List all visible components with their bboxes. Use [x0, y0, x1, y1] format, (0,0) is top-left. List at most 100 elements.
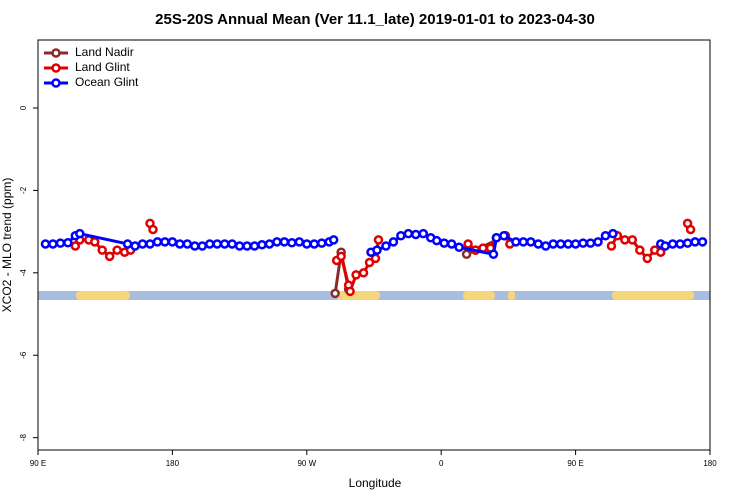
data-point	[461, 249, 472, 260]
data-point	[635, 245, 645, 255]
data-point	[660, 241, 670, 251]
data-point	[620, 235, 630, 245]
data-point	[330, 288, 340, 299]
data-point	[606, 241, 617, 251]
land-strip	[612, 291, 694, 300]
data-point	[418, 228, 429, 239]
data-point	[682, 238, 693, 248]
data-point	[279, 237, 290, 247]
data-point	[403, 228, 414, 239]
data-point	[690, 237, 700, 247]
data-point	[137, 239, 148, 249]
data-point	[190, 241, 200, 251]
plot-frame	[37, 39, 711, 451]
data-point	[234, 241, 245, 251]
data-point	[204, 239, 215, 249]
legend-label: Ocean Glint	[75, 75, 139, 89]
series-line	[74, 222, 692, 297]
data-point	[148, 224, 158, 235]
x-tick-label: 90 W	[297, 459, 316, 468]
y-tick-label: 0	[19, 105, 28, 110]
land-strip	[336, 291, 380, 300]
data-point	[370, 253, 381, 264]
data-point	[104, 251, 115, 262]
data-point	[411, 229, 421, 240]
data-point	[667, 239, 678, 249]
data-point	[302, 239, 312, 249]
x-tick-label: 90 E	[567, 459, 583, 468]
data-point	[372, 245, 382, 255]
data-point	[112, 245, 122, 255]
data-point	[585, 238, 596, 248]
data-point	[197, 241, 208, 251]
data-point	[242, 241, 252, 251]
data-point	[182, 239, 193, 249]
data-point	[55, 238, 66, 248]
data-point	[463, 239, 473, 249]
data-point	[446, 239, 457, 249]
data-point	[316, 238, 327, 248]
data-point	[488, 249, 499, 260]
data-point	[499, 230, 509, 241]
land-strip	[76, 291, 130, 300]
data-point	[97, 245, 107, 255]
land-strip	[463, 291, 495, 300]
data-point	[548, 239, 558, 249]
data-point	[212, 239, 222, 249]
data-point	[351, 270, 361, 280]
data-point	[63, 237, 73, 248]
data-point	[328, 235, 339, 245]
legend-marker	[51, 48, 61, 58]
data-point	[75, 228, 85, 239]
x-tick-label: 180	[703, 459, 717, 468]
chart-title: 25S-20S Annual Mean (Ver 11.1_late) 2019…	[155, 11, 595, 28]
data-point	[160, 237, 170, 247]
legend-marker	[51, 63, 61, 73]
y-tick-label: -4	[19, 269, 28, 277]
data-point	[627, 235, 638, 245]
data-point	[227, 239, 237, 249]
data-point	[287, 237, 297, 248]
data-point	[526, 237, 536, 247]
data-point	[272, 237, 282, 247]
data-point	[439, 238, 449, 248]
data-point	[642, 253, 653, 264]
data-point	[511, 237, 521, 247]
data-point	[578, 238, 588, 248]
data-point	[152, 237, 163, 247]
data-point	[257, 240, 267, 250]
data-point	[518, 237, 529, 247]
x-axis-label: Longitude	[349, 476, 402, 490]
legend-marker	[51, 78, 61, 88]
map-band	[38, 291, 710, 300]
data-point	[454, 242, 464, 253]
data-point	[373, 235, 384, 245]
y-tick-label: -6	[19, 351, 28, 359]
data-point	[563, 239, 573, 249]
data-point	[491, 233, 502, 243]
data-point	[294, 237, 305, 247]
data-point	[533, 239, 544, 249]
land-strip	[508, 291, 515, 300]
data-point	[249, 241, 260, 251]
data-point	[145, 239, 155, 249]
y-axis-label: XCO2 - MLO trend (ppm)	[0, 178, 14, 313]
data-point	[381, 241, 391, 251]
data-point	[40, 239, 51, 249]
data-point	[600, 230, 611, 241]
data-point	[309, 239, 320, 249]
data-point	[89, 237, 100, 247]
data-point	[697, 237, 708, 247]
data-point	[388, 237, 399, 247]
data-point	[570, 239, 581, 249]
y-tick-label: -8	[19, 434, 28, 442]
data-point	[431, 235, 442, 246]
data-point	[219, 239, 230, 249]
data-point	[608, 228, 618, 239]
x-tick-label: 90 E	[30, 459, 46, 468]
data-point	[167, 237, 178, 247]
y-tick-label: -2	[19, 186, 28, 194]
data-point	[48, 239, 58, 249]
data-point	[264, 239, 275, 249]
